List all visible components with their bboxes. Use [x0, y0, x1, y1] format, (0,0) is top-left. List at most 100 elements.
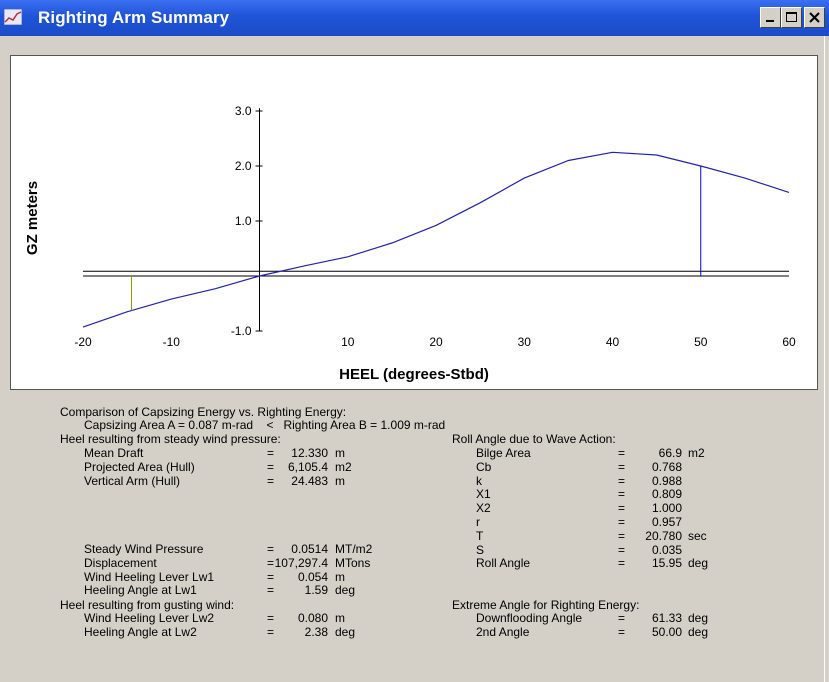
steady-row-equals: = — [267, 446, 275, 460]
x-tick-label: 20 — [429, 335, 443, 349]
x-tick-label: 10 — [341, 335, 355, 349]
summary-report: Comparison of Capsizing Energy vs. Right… — [0, 400, 829, 682]
minimize-icon — [766, 20, 774, 22]
steady-row-label: Vertical Arm (Hull) — [84, 473, 181, 488]
steady-row-label: Wind Heeling Lever Lw1 — [84, 569, 215, 584]
close-icon — [809, 12, 820, 23]
x-tick-label: -10 — [163, 335, 181, 349]
extreme-row-unit: deg — [688, 624, 709, 639]
y-tick-label: 1.0 — [235, 214, 252, 228]
gz-chart: 3.0 2.0 1.0 -1.0 -20 -10 10 20 30 40 50 60 HEEL (de… — [10, 55, 818, 390]
roll-row-value: 0.035 — [651, 542, 682, 557]
x-tick-label: -20 — [74, 335, 92, 349]
gust-row-unit: deg — [335, 624, 356, 639]
minimize-button[interactable] — [760, 7, 781, 28]
steady-row-unit: m — [335, 569, 345, 584]
y-axis-label: GZ meters — [24, 181, 41, 255]
roll-row-value: 1.000 — [651, 501, 682, 516]
x-axis-label: HEEL (degrees-Stbd) — [339, 366, 489, 383]
roll-row-unit: deg — [688, 556, 709, 571]
chart-window-icon[interactable] — [4, 9, 22, 25]
steady-row-unit: MT/m2 — [335, 542, 373, 556]
x-tick-label: 40 — [606, 335, 620, 349]
extreme-row-equals: = — [618, 624, 626, 639]
extreme-heading: Extreme Angle for Righting Energy: — [452, 598, 640, 612]
roll-row-equals: = — [618, 446, 626, 460]
roll-row-equals: = — [618, 542, 626, 557]
steady-row-unit: deg — [335, 583, 356, 598]
gust-row-label: Heeling Angle at Lw2 — [84, 624, 197, 639]
title-bar[interactable]: Righting Arm Summary — [0, 0, 829, 36]
steady-row-equals: = — [267, 473, 275, 488]
x-tick-label: 60 — [782, 335, 796, 349]
roll-row-value: 0.768 — [651, 459, 682, 474]
gust-heading: Heel resulting from gusting wind: — [60, 598, 235, 612]
roll-row-value: 20.780 — [645, 528, 682, 543]
window-border — [824, 36, 829, 682]
gust-row-equals: = — [267, 611, 275, 625]
roll-row-label: Cb — [476, 459, 492, 474]
extreme-row-label: 2nd Angle — [476, 624, 530, 639]
steady-row-label: Displacement — [84, 555, 157, 570]
extreme-row-unit: deg — [688, 611, 709, 625]
steady-row-label: Mean Draft — [84, 446, 144, 460]
steady-row-value: 24.483 — [291, 473, 328, 488]
steady-row-value: 12.330 — [291, 446, 328, 460]
comparison-heading: Comparison of Capsizing Energy vs. Right… — [60, 405, 347, 419]
steady-row-equals: = — [267, 583, 275, 598]
steady-row-unit: m2 — [335, 459, 352, 474]
comparison-line: Capsizing Area A = 0.087 m-rad < Rightin… — [84, 418, 446, 432]
gust-row-value: 0.080 — [297, 611, 328, 625]
steady-row-value: 0.054 — [297, 569, 328, 584]
steady-heading: Heel resulting from steady wind pressure… — [60, 432, 281, 446]
gust-row-label: Wind Heeling Lever Lw2 — [84, 611, 215, 625]
steady-row-value: 107,297.4 — [274, 555, 328, 570]
steady-row-label: Heeling Angle at Lw1 — [84, 583, 197, 598]
x-tick-label: 50 — [694, 335, 708, 349]
roll-row-label: T — [476, 528, 484, 543]
roll-heading: Roll Angle due to Wave Action: — [452, 432, 616, 446]
gz-chart-svg: 3.0 2.0 1.0 -1.0 -20 -10 10 20 30 40 50 60 HEEL (de… — [24, 104, 796, 383]
roll-row-label: Bilge Area — [476, 446, 531, 460]
roll-row-label: X1 — [476, 487, 491, 502]
roll-row-label: S — [476, 542, 485, 557]
y-tick-label: 3.0 — [235, 104, 252, 118]
roll-row-equals: = — [618, 473, 626, 488]
steady-row-value: 6,105.4 — [287, 459, 328, 474]
roll-row-value: 0.957 — [651, 515, 682, 529]
steady-row-equals: = — [267, 555, 275, 570]
roll-row-label: X2 — [476, 501, 491, 516]
gust-row-value: 2.38 — [304, 624, 328, 639]
roll-row-label: k — [476, 473, 482, 488]
window-title: Righting Arm Summary — [38, 8, 230, 27]
steady-row-value: 1.59 — [304, 583, 328, 598]
steady-row-unit: MTons — [335, 555, 371, 570]
roll-row-equals: = — [618, 487, 626, 502]
maximize-button[interactable] — [781, 7, 802, 28]
steady-row-label: Steady Wind Pressure — [84, 542, 204, 556]
steady-row-unit: m — [335, 446, 345, 460]
roll-row-value: 0.809 — [651, 487, 682, 502]
close-button[interactable] — [804, 7, 825, 28]
gust-row-equals: = — [267, 624, 275, 639]
steady-row-label: Projected Area (Hull) — [84, 459, 195, 474]
roll-row-value: 66.9 — [658, 446, 682, 460]
x-tick-label: 30 — [518, 335, 532, 349]
steady-row-unit: m — [335, 473, 345, 488]
roll-row-label: Roll Angle — [476, 556, 531, 571]
roll-row-equals: = — [618, 459, 626, 474]
extreme-row-value: 50.00 — [651, 624, 682, 639]
gust-row-unit: m — [335, 611, 345, 625]
y-tick-label: -1.0 — [231, 324, 252, 338]
extreme-row-equals: = — [618, 611, 626, 625]
steady-row-equals: = — [267, 569, 275, 584]
roll-row-equals: = — [618, 528, 626, 543]
y-tick-label: 2.0 — [235, 159, 252, 173]
gz-curve — [82, 151, 790, 328]
roll-row-unit: sec — [688, 528, 707, 543]
roll-row-equals: = — [618, 515, 626, 529]
steady-row-value: 0.0514 — [291, 542, 328, 556]
steady-row-equals: = — [267, 542, 275, 556]
extreme-row-value: 61.33 — [651, 611, 682, 625]
roll-row-equals: = — [618, 501, 626, 516]
